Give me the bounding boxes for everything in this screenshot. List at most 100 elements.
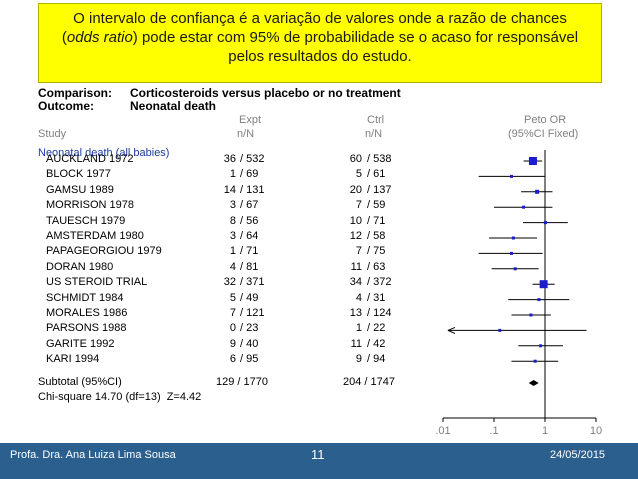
expt-header: Expt: [239, 114, 262, 126]
study-name: KARI 1994: [46, 353, 100, 366]
study-name: PARSONS 1988: [46, 322, 127, 335]
expt-events: 3: [229, 199, 236, 212]
expt-total: / 81: [240, 260, 259, 273]
or-marker: [535, 189, 540, 194]
ctrl-total: / 61: [367, 168, 386, 181]
or-marker: [509, 174, 513, 178]
footer-author: Profa. Dra. Ana Luiza Lima Sousa: [10, 449, 176, 461]
study-name: PAPAGEORGIOU 1979: [46, 245, 162, 258]
expt-total: / 67: [240, 199, 259, 212]
ctrl-events: 10: [349, 214, 362, 227]
expt-events: 1: [229, 245, 236, 258]
ctrl-events: 34: [349, 276, 362, 289]
study-name: BLOCK 1977: [46, 168, 111, 181]
ctrl-events: 7: [355, 245, 362, 258]
ctrl-total: / 59: [367, 199, 386, 212]
comparison-label: Comparison:: [38, 86, 113, 100]
subtotal-ctrl: 204 / 1747: [343, 376, 395, 388]
x-tick-label: 10: [590, 425, 602, 437]
outcome-value: Neonatal death: [130, 99, 217, 113]
ctrl-total: / 75: [367, 245, 386, 258]
expt-events: 14: [223, 183, 236, 196]
study-name: DORAN 1980: [46, 260, 114, 273]
expt-events: 5: [229, 291, 236, 304]
callout-odds-ratio: odds ratio: [66, 29, 133, 46]
ctrl-events: 13: [349, 307, 362, 319]
study-name: US STEROID TRIAL: [46, 276, 148, 289]
expt-events: 6: [229, 353, 236, 366]
or-marker: [537, 298, 541, 302]
peto-subheader: (95%CI Fixed): [508, 128, 579, 140]
expt-total: / 49: [240, 291, 259, 304]
callout-line-1: O intervalo de confiança é a variação de…: [73, 10, 567, 27]
ctrl-total: / 71: [367, 214, 386, 227]
expt-events: 3: [229, 230, 236, 242]
ctrl-events: 7: [355, 199, 362, 212]
expt-events: 4: [229, 260, 236, 273]
or-marker: [522, 205, 526, 209]
callout-line-3: pelos resultados do estudo.: [228, 48, 412, 65]
study-name: MORRISON 1978: [46, 199, 135, 212]
subtotal-expt: 129 / 1770: [216, 376, 268, 388]
callout-line-2-rest: ) pode estar com 95% de probabilidade se…: [132, 29, 579, 46]
footer-date: 24/05/2015: [550, 449, 606, 461]
expt-events: 32: [223, 276, 236, 289]
or-marker: [539, 280, 548, 289]
expt-events: 0: [229, 322, 236, 335]
x-tick-label: 1: [542, 425, 548, 437]
pooled-diamond: [528, 380, 539, 386]
ctrl-total: / 63: [367, 260, 386, 273]
ctrl-events: 9: [355, 353, 362, 366]
ctrl-header: Ctrl: [367, 114, 385, 126]
ctrl-total: / 124: [367, 307, 392, 319]
ctrl-events: 11: [350, 260, 362, 273]
ctrl-total: / 22: [367, 322, 386, 335]
study-name: AUCKLAND 1972: [46, 153, 134, 165]
study-name: GARITE 1992: [46, 337, 115, 350]
chi-square-text: Chi-square 14.70 (df=13) Z=4.42: [38, 391, 202, 403]
study-name: MORALES 1986: [46, 307, 128, 319]
or-marker: [498, 328, 502, 332]
expt-total: / 371: [240, 276, 265, 289]
expt-events: 9: [229, 337, 236, 350]
callout-box: O intervalo de confiança é a variação de…: [38, 3, 602, 83]
ctrl-total: / 42: [367, 337, 386, 350]
ctrl-total: / 372: [367, 276, 392, 289]
ctrl-subheader: n/N: [365, 128, 383, 140]
outcome-label: Outcome:: [38, 99, 95, 113]
study-name: TAUESCH 1979: [46, 214, 126, 227]
expt-total: / 95: [240, 353, 259, 366]
ctrl-total: / 31: [367, 291, 386, 304]
ctrl-events: 4: [355, 291, 362, 304]
ctrl-total: / 137: [367, 183, 392, 196]
study-name: AMSTERDAM 1980: [46, 230, 144, 242]
expt-events: 7: [229, 307, 236, 319]
expt-subheader: n/N: [237, 128, 255, 140]
ctrl-events: 5: [355, 168, 362, 181]
ctrl-total: / 94: [367, 353, 386, 366]
expt-events: 1: [229, 168, 236, 181]
ctrl-events: 1: [355, 322, 362, 335]
x-tick-label: .01: [435, 425, 450, 437]
subgroup-label: Neonatal death (all babies): [38, 147, 170, 159]
study-name: SCHMIDT 1984: [46, 291, 124, 304]
callout-line-2: (odds ratio) pode estar com 95% de proba…: [39, 28, 601, 47]
ctrl-events: 11: [350, 337, 362, 350]
or-marker: [509, 251, 513, 255]
or-marker: [539, 344, 543, 348]
expt-total: / 121: [240, 307, 265, 319]
or-marker: [533, 359, 537, 363]
ctrl-total: / 538: [367, 153, 392, 165]
ctrl-events: 12: [349, 230, 362, 242]
expt-total: / 69: [240, 168, 259, 181]
expt-total: / 131: [240, 183, 265, 196]
or-marker: [543, 221, 547, 225]
expt-total: / 532: [240, 153, 265, 165]
peto-header: Peto OR: [524, 114, 567, 126]
or-marker: [513, 267, 517, 271]
expt-total: / 71: [240, 245, 259, 258]
footer-bar: [0, 443, 638, 479]
expt-total: / 40: [240, 337, 259, 350]
